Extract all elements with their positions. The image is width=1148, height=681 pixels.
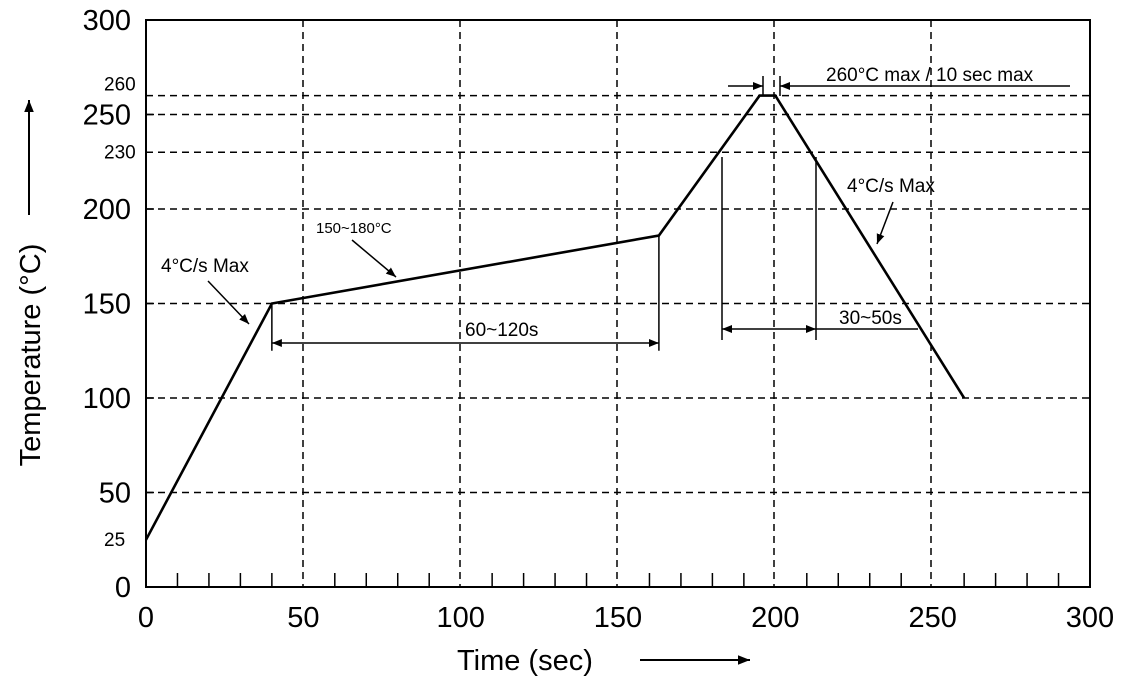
annotations: 4°C/s Max 150~180°C 60~120s 260°C max / … xyxy=(161,65,1034,341)
x-tick-200: 200 xyxy=(751,602,799,634)
y-axis-title: Temperature (°C) xyxy=(15,244,47,467)
x-minor-ticks xyxy=(176,573,1060,587)
y-tick-150: 150 xyxy=(83,289,131,321)
y-tick-100: 100 xyxy=(83,383,131,415)
y-tick-250: 250 xyxy=(83,100,131,132)
ramp-up-label: 4°C/s Max xyxy=(161,256,249,277)
x-tick-150: 150 xyxy=(594,602,642,634)
ramp-down-label: 4°C/s Max xyxy=(847,176,935,197)
x-axis-title: Time (sec) xyxy=(457,645,593,677)
x-tick-labels: 0 50 100 150 200 250 300 xyxy=(138,602,1114,634)
y-tick-300: 300 xyxy=(83,5,131,37)
time-above-230-label: 30~50s xyxy=(839,308,902,329)
soak-temperature-label: 150~180°C xyxy=(316,220,392,237)
x-tick-300: 300 xyxy=(1066,602,1114,634)
y-tick-50: 50 xyxy=(99,478,131,510)
x-tick-0: 0 xyxy=(138,602,154,634)
y-tick-200: 200 xyxy=(83,194,131,226)
soak-temp-leader xyxy=(351,239,397,278)
x-tick-250: 250 xyxy=(908,602,956,634)
peak-limit-label: 260°C max / 10 sec max xyxy=(826,65,1034,86)
ramp-down-leader xyxy=(876,201,894,245)
grid-lines xyxy=(146,20,1090,587)
soak-time-label: 60~120s xyxy=(465,320,538,341)
y-tick-labels: 0 50 100 150 200 250 300 25 230 260 xyxy=(83,5,154,604)
reflow-profile-line xyxy=(144,94,966,541)
x-tick-50: 50 xyxy=(287,602,319,634)
y-tick-25: 25 xyxy=(104,530,125,551)
y-tick-230: 230 xyxy=(104,142,136,163)
y-tick-0: 0 xyxy=(115,572,131,604)
dimension-lines xyxy=(207,76,1070,351)
x-tick-100: 100 xyxy=(436,602,484,634)
ramp-up-leader xyxy=(207,280,250,325)
y-tick-260: 260 xyxy=(104,75,136,96)
